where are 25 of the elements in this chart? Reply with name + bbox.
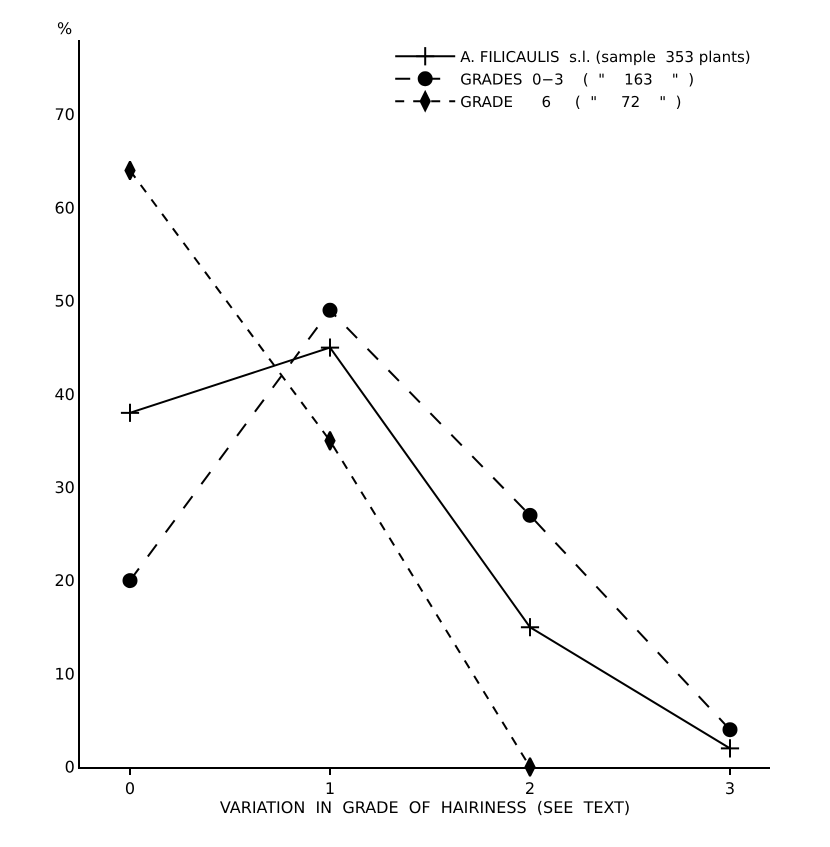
x-tick-label: 2 — [524, 779, 536, 798]
y-tick-label: 60 — [54, 198, 75, 218]
legend-label: A. FILICAULIS s.l. (sample 353 plants) — [460, 48, 751, 66]
point — [522, 508, 538, 523]
y-tick-label: 10 — [54, 664, 75, 684]
y-tick-label: 40 — [54, 384, 75, 404]
y-tick-label: 0 — [64, 758, 75, 777]
y-axis-title: % — [57, 19, 72, 38]
legend-label: GRADES 0−3 ( " 163 " ) — [460, 70, 694, 89]
point — [722, 722, 738, 738]
point — [120, 402, 140, 423]
x-tick-label: 1 — [324, 779, 336, 798]
x-tick-label: 0 — [124, 779, 136, 798]
y-tick-label: 30 — [54, 478, 75, 497]
y-tick-label: 20 — [54, 571, 75, 590]
x-axis-title: VARIATION IN GRADE OF HAIRINESS (SEE TEXT) — [220, 798, 630, 818]
legend-label: GRADE 6 ( " 72 " ) — [460, 93, 682, 112]
point — [720, 738, 740, 758]
point — [520, 617, 540, 638]
x-tick-label: 3 — [724, 779, 736, 798]
point — [122, 573, 138, 588]
y-tick-label: 70 — [54, 105, 75, 124]
y-tick-label: 50 — [54, 292, 75, 311]
point — [322, 302, 338, 318]
point — [320, 337, 340, 358]
